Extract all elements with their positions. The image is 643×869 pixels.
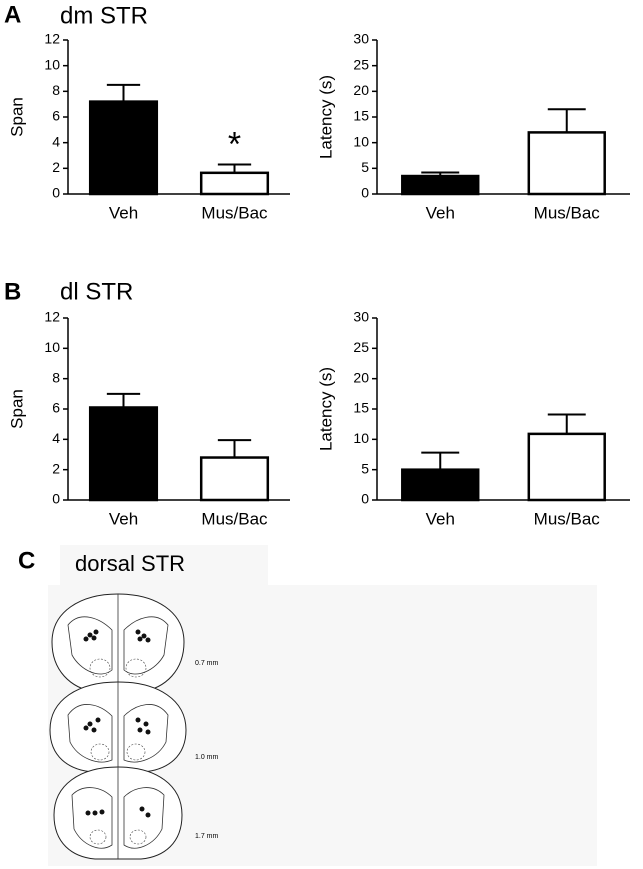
brain-section [49, 681, 187, 773]
bar [199, 456, 270, 502]
y-tick-label: 30 [353, 31, 369, 47]
title-box [60, 545, 268, 585]
y-tick-label: 0 [361, 491, 369, 507]
y-tick-label: 12 [44, 309, 60, 325]
x-tick-label: Mus/Bac [201, 509, 268, 528]
section-label: 0.7 mm [195, 660, 219, 667]
y-tick-label: 4 [52, 430, 60, 446]
y-tick-label: 0 [52, 491, 60, 507]
y-tick-label: 2 [52, 159, 60, 175]
y-tick-label: 30 [353, 309, 369, 325]
bar [88, 406, 159, 502]
x-tick-label: Mus/Bac [534, 203, 601, 222]
y-axis-label: Latency (s) [316, 367, 335, 451]
x-tick-label: Veh [426, 203, 455, 222]
y-tick-label: 8 [52, 369, 60, 385]
y-tick-label: 20 [353, 82, 369, 98]
y-tick-label: 25 [353, 56, 369, 72]
y-tick-label: 2 [52, 460, 60, 476]
x-tick-label: Mus/Bac [534, 509, 601, 528]
panel-title: dorsal STR [75, 551, 185, 576]
y-tick-label: 15 [353, 400, 369, 416]
x-tick-label: Veh [426, 509, 455, 528]
bar [527, 432, 606, 502]
y-tick-label: 5 [361, 460, 369, 476]
bar [401, 468, 480, 502]
y-tick-label: 20 [353, 369, 369, 385]
brain-section [51, 593, 185, 693]
panel-letter: C [18, 547, 35, 574]
bar [199, 171, 270, 196]
panel-title: dl STR [60, 278, 133, 305]
y-tick-label: 8 [52, 82, 60, 98]
section-label: 1.0 mm [195, 754, 219, 761]
x-tick-label: Mus/Bac [201, 203, 268, 222]
y-tick-label: 10 [44, 339, 60, 355]
bar [527, 131, 606, 196]
y-tick-label: 10 [353, 133, 369, 149]
y-tick-label: 4 [52, 133, 60, 149]
y-axis-label: Span [7, 97, 26, 137]
y-tick-label: 12 [44, 31, 60, 47]
y-axis-label: Span [7, 389, 26, 429]
y-tick-label: 10 [44, 56, 60, 72]
y-tick-label: 6 [52, 400, 60, 416]
y-tick-label: 0 [361, 185, 369, 201]
section-label: 1.7 mm [195, 833, 219, 840]
brain-section [53, 766, 183, 860]
y-tick-label: 15 [353, 108, 369, 124]
y-tick-label: 5 [361, 159, 369, 175]
bar [401, 174, 480, 196]
panel-letter: B [4, 278, 21, 305]
y-tick-label: 6 [52, 108, 60, 124]
y-axis-label: Latency (s) [316, 75, 335, 159]
y-tick-label: 10 [353, 430, 369, 446]
bar [88, 100, 159, 196]
panel-letter: A [4, 1, 21, 28]
panel-title: dm STR [60, 2, 148, 29]
x-tick-label: Veh [109, 509, 138, 528]
x-tick-label: Veh [109, 203, 138, 222]
annotation: * [228, 125, 241, 163]
y-tick-label: 0 [52, 185, 60, 201]
y-tick-label: 25 [353, 339, 369, 355]
